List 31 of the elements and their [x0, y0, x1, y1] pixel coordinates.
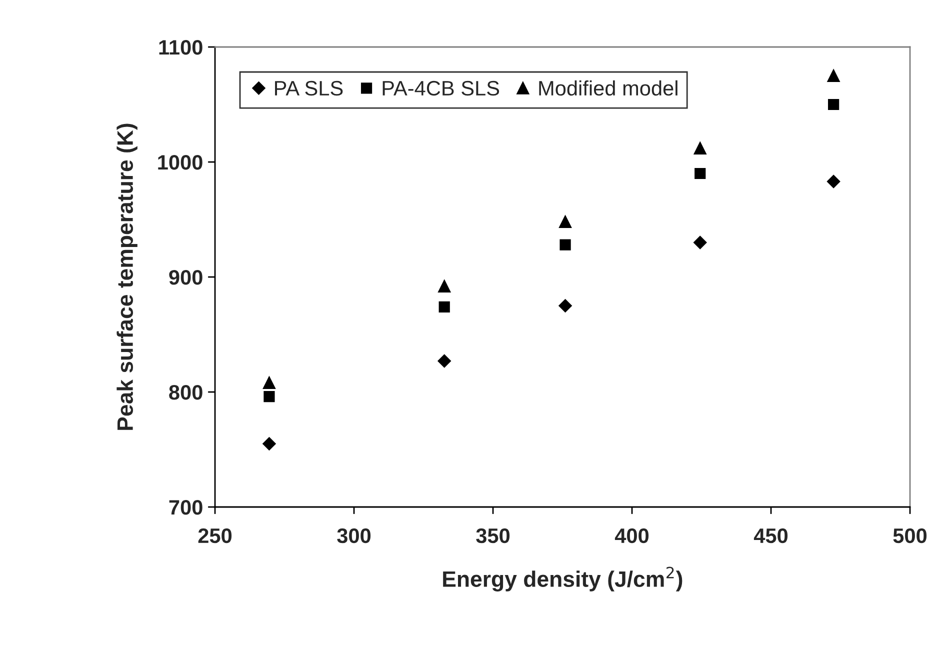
- y-tick-label: 1000: [158, 155, 202, 170]
- point: [828, 98, 840, 110]
- point: [560, 239, 571, 250]
- y-axis-title: Peak surface temperature (K): [116, 124, 138, 430]
- y-tick-label: 700: [169, 500, 202, 515]
- point: [438, 354, 451, 368]
- x-tick-label: 250: [198, 528, 232, 544]
- x-tick-label: 400: [614, 528, 649, 544]
- legend-label: Modified model: [539, 80, 678, 96]
- point: [694, 142, 706, 154]
- point: [438, 301, 450, 312]
- x-tick-label: 300: [337, 528, 371, 544]
- point: [262, 437, 276, 450]
- point: [694, 168, 706, 180]
- point: [262, 376, 276, 390]
- y-tick-label: 900: [169, 270, 202, 285]
- point: [558, 299, 572, 312]
- point: [827, 70, 840, 82]
- point: [438, 280, 451, 292]
- y-tick-label: 800: [169, 385, 202, 400]
- point: [694, 236, 707, 250]
- point: [559, 216, 572, 228]
- y-tick-label: 1100: [159, 40, 202, 55]
- x-tick-label: 350: [476, 528, 510, 544]
- legend-label: PA-4CB SLS: [382, 80, 500, 96]
- point: [826, 174, 840, 188]
- point: [264, 391, 275, 402]
- legend-label: PA SLS: [275, 80, 343, 96]
- x-axis-title: Energy density (J/cm$^{2}$): [443, 566, 682, 592]
- x-tick-label: 500: [893, 528, 927, 544]
- x-tick-label: 450: [754, 528, 788, 544]
